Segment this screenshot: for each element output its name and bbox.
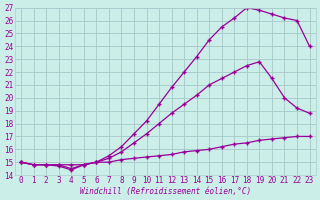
X-axis label: Windchill (Refroidissement éolien,°C): Windchill (Refroidissement éolien,°C) [80,187,251,196]
